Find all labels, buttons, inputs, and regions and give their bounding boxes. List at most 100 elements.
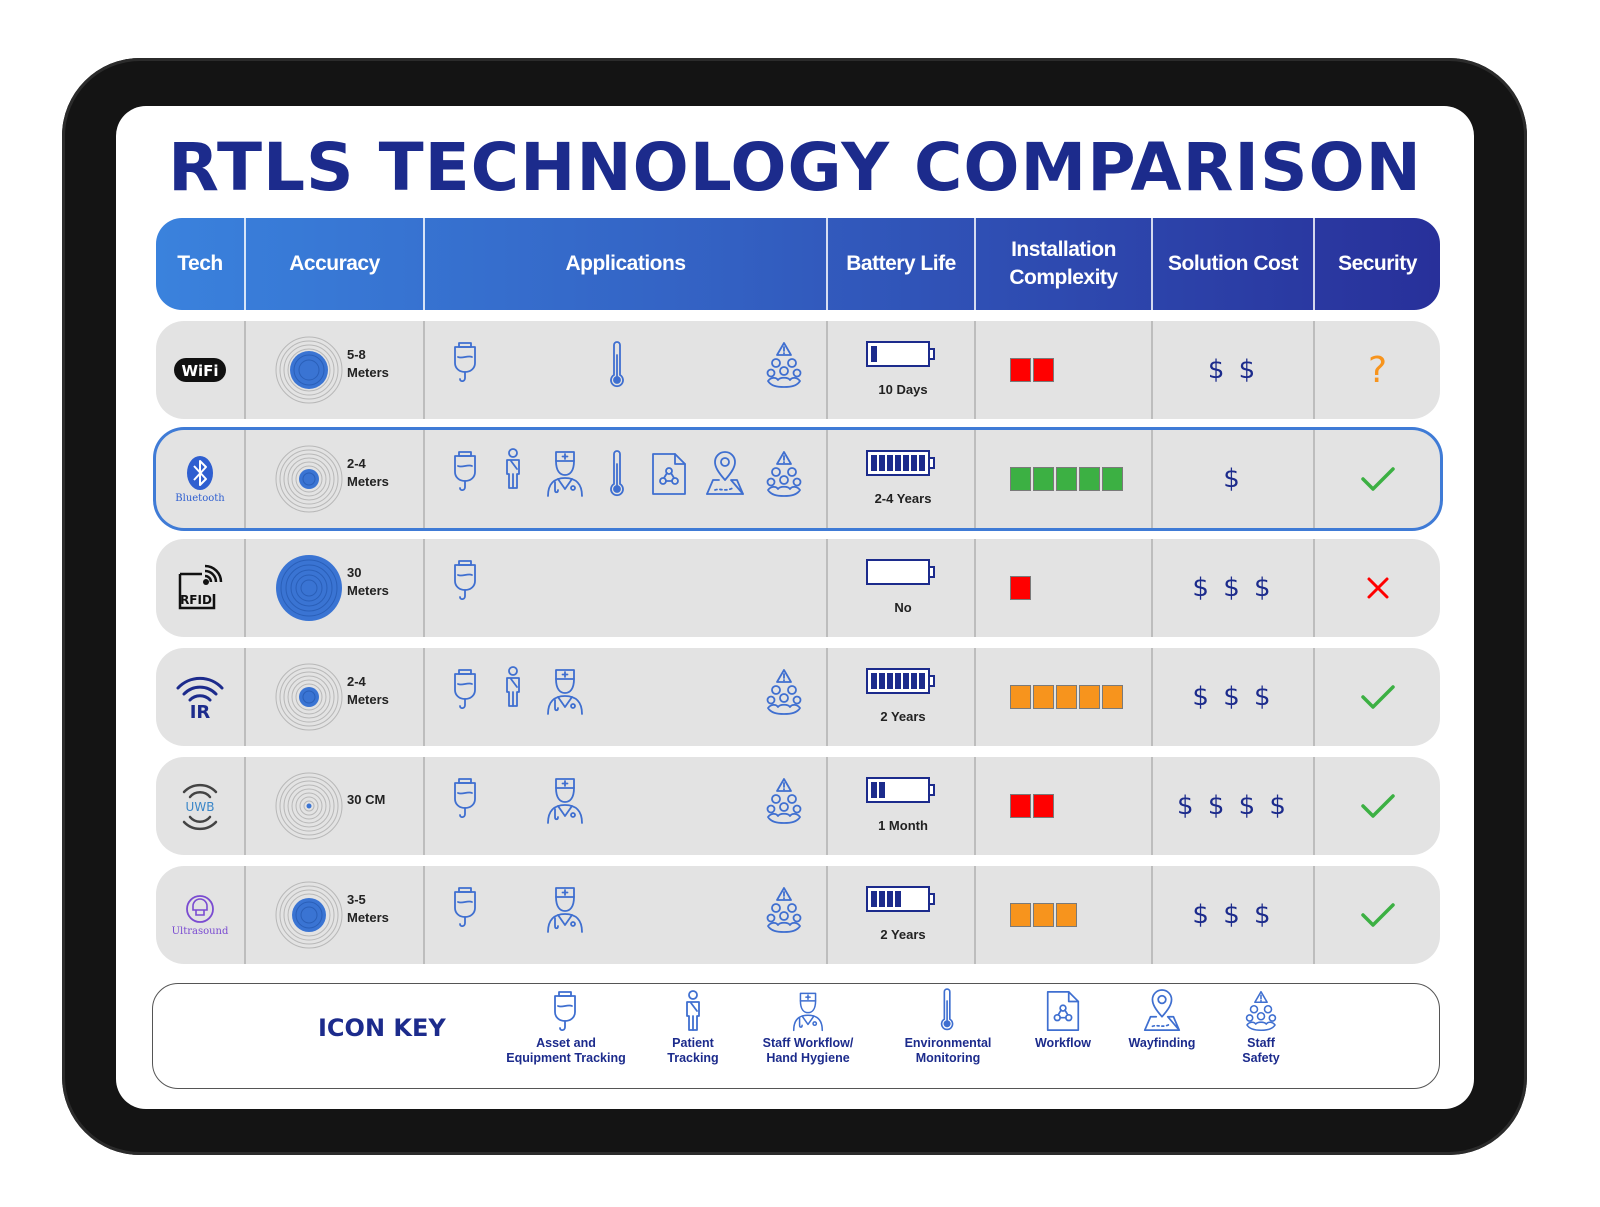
patient-icon xyxy=(506,666,520,707)
uwb-icon: UWB xyxy=(156,757,244,855)
complexity-bar xyxy=(1010,685,1125,709)
cost-cell: $ $ xyxy=(1153,321,1313,419)
cost-value: $ $ $ $ xyxy=(1177,791,1289,821)
accuracy-value: 2-4 xyxy=(347,456,366,471)
table-row: RFID 30 Meters No $ $ $ xyxy=(156,539,1440,637)
iv-bag-icon xyxy=(554,991,576,1032)
accuracy-value: 3-5 xyxy=(347,892,366,907)
header-cost: Solution Cost xyxy=(1168,252,1298,275)
ultrasound-icon: Ultrasound xyxy=(156,866,244,964)
accuracy-unit: Meters xyxy=(347,910,389,925)
svg-text:UWB: UWB xyxy=(186,800,215,814)
security-cell xyxy=(1315,539,1440,637)
applications-cell xyxy=(425,648,826,746)
doctor-icon xyxy=(547,778,583,824)
battery-label: 10 Days xyxy=(878,382,928,397)
key-item-asset-tracking: Asset and Equipment Tracking xyxy=(491,990,641,1066)
accuracy-cell: 2-4 Meters xyxy=(246,648,423,746)
accuracy-target-icon xyxy=(275,663,343,731)
security-cell xyxy=(1315,430,1440,528)
doctor-icon xyxy=(547,669,583,715)
accuracy-cell: 5-8 Meters xyxy=(246,321,423,419)
cost-cell: $ $ $ xyxy=(1153,866,1313,964)
battery-cell: 2 Years xyxy=(828,866,974,964)
check-icon xyxy=(1360,467,1395,491)
battery-icon xyxy=(866,777,935,803)
cross-icon xyxy=(1367,577,1388,599)
battery-icon xyxy=(866,668,935,694)
accuracy-value: 2-4 xyxy=(347,674,366,689)
rfid-icon: RFID xyxy=(156,539,244,637)
key-item-patient-tracking: Patient Tracking xyxy=(648,990,738,1066)
thermometer-icon xyxy=(940,988,954,1031)
battery-label: 2-4 Years xyxy=(874,491,932,506)
header-tech: Tech xyxy=(177,252,223,275)
key-label: Staff Workflow/ Hand Hygiene xyxy=(762,1036,854,1065)
key-item-workflow: Workflow xyxy=(1018,990,1108,1051)
table-row: Bluetooth 2-4 Meters 2-4 Year xyxy=(156,430,1440,528)
applications-cell xyxy=(425,321,826,419)
table-header: Tech Accuracy Applications Battery Life … xyxy=(156,218,1440,310)
thermometer-icon xyxy=(610,450,624,497)
complexity-bar xyxy=(1010,358,1056,382)
battery-label: 2 Years xyxy=(880,709,926,724)
iv-bag-icon xyxy=(454,342,476,383)
cost-cell: $ $ $ xyxy=(1153,539,1313,637)
battery-icon xyxy=(866,886,935,912)
cost-value: $ xyxy=(1223,464,1243,494)
key-label: Workflow xyxy=(1034,1036,1092,1050)
key-label: Wayfinding xyxy=(1128,1036,1196,1050)
staff-safety-icon xyxy=(766,669,802,715)
iv-bag-icon xyxy=(454,887,476,928)
header-security: Security xyxy=(1338,252,1417,275)
svg-text:WiFi: WiFi xyxy=(181,362,218,380)
svg-text:IR: IR xyxy=(190,702,211,723)
complexity-bar xyxy=(1010,794,1056,818)
security-cell xyxy=(1315,757,1440,855)
applications-cell xyxy=(425,757,826,855)
accuracy-target-icon xyxy=(275,336,343,404)
cost-value: $ $ $ xyxy=(1192,900,1274,930)
key-label: Environmental Monitoring xyxy=(904,1036,992,1065)
accuracy-cell: 30 CM xyxy=(246,757,423,855)
battery-label: 2 Years xyxy=(880,927,926,942)
check-icon xyxy=(1360,685,1395,709)
installation-cell xyxy=(976,757,1151,855)
thermometer-icon xyxy=(610,341,624,388)
key-item-environmental-monitoring: Environmental Monitoring xyxy=(878,988,1018,1066)
key-label: Staff Safety xyxy=(1242,1036,1280,1065)
key-item-staff-workflow: Staff Workflow/ Hand Hygiene xyxy=(738,990,878,1066)
header-accuracy: Accuracy xyxy=(289,252,380,275)
header-battery: Battery Life xyxy=(846,252,956,275)
staff-safety-icon xyxy=(766,778,802,824)
iv-bag-icon xyxy=(454,669,476,710)
doctor-icon xyxy=(547,451,583,497)
patient-icon xyxy=(686,990,700,1031)
security-cell: ? xyxy=(1315,321,1440,419)
wifi-icon: WiFi xyxy=(156,321,244,419)
icon-key-title: ICON KEY xyxy=(318,1014,446,1042)
bluetooth-icon: Bluetooth xyxy=(156,430,244,528)
check-icon xyxy=(1360,794,1395,818)
page-title: RTLS TECHNOLOGY COMPARISON xyxy=(168,129,1422,206)
complexity-bar xyxy=(1010,903,1079,927)
iv-bag-icon xyxy=(454,778,476,819)
battery-label: 1 Month xyxy=(878,818,928,833)
complexity-bar xyxy=(1010,576,1033,600)
battery-icon xyxy=(866,559,935,585)
key-item-staff-safety: Staff Safety xyxy=(1216,990,1306,1066)
ir-icon: IR xyxy=(156,648,244,746)
key-item-wayfinding: Wayfinding xyxy=(1112,989,1212,1051)
workflow-icon xyxy=(1046,991,1080,1031)
accuracy-target-icon xyxy=(276,555,342,621)
cost-value: $ $ $ xyxy=(1192,682,1274,712)
battery-cell: No xyxy=(828,539,974,637)
battery-label: No xyxy=(894,600,912,615)
cost-cell: $ $ $ xyxy=(1153,648,1313,746)
installation-cell xyxy=(976,648,1151,746)
accuracy-value: 5-8 xyxy=(347,347,366,362)
security-cell xyxy=(1315,866,1440,964)
check-icon xyxy=(1360,903,1395,927)
accuracy-target-icon xyxy=(275,772,343,840)
security-question-icon: ? xyxy=(1367,349,1388,391)
